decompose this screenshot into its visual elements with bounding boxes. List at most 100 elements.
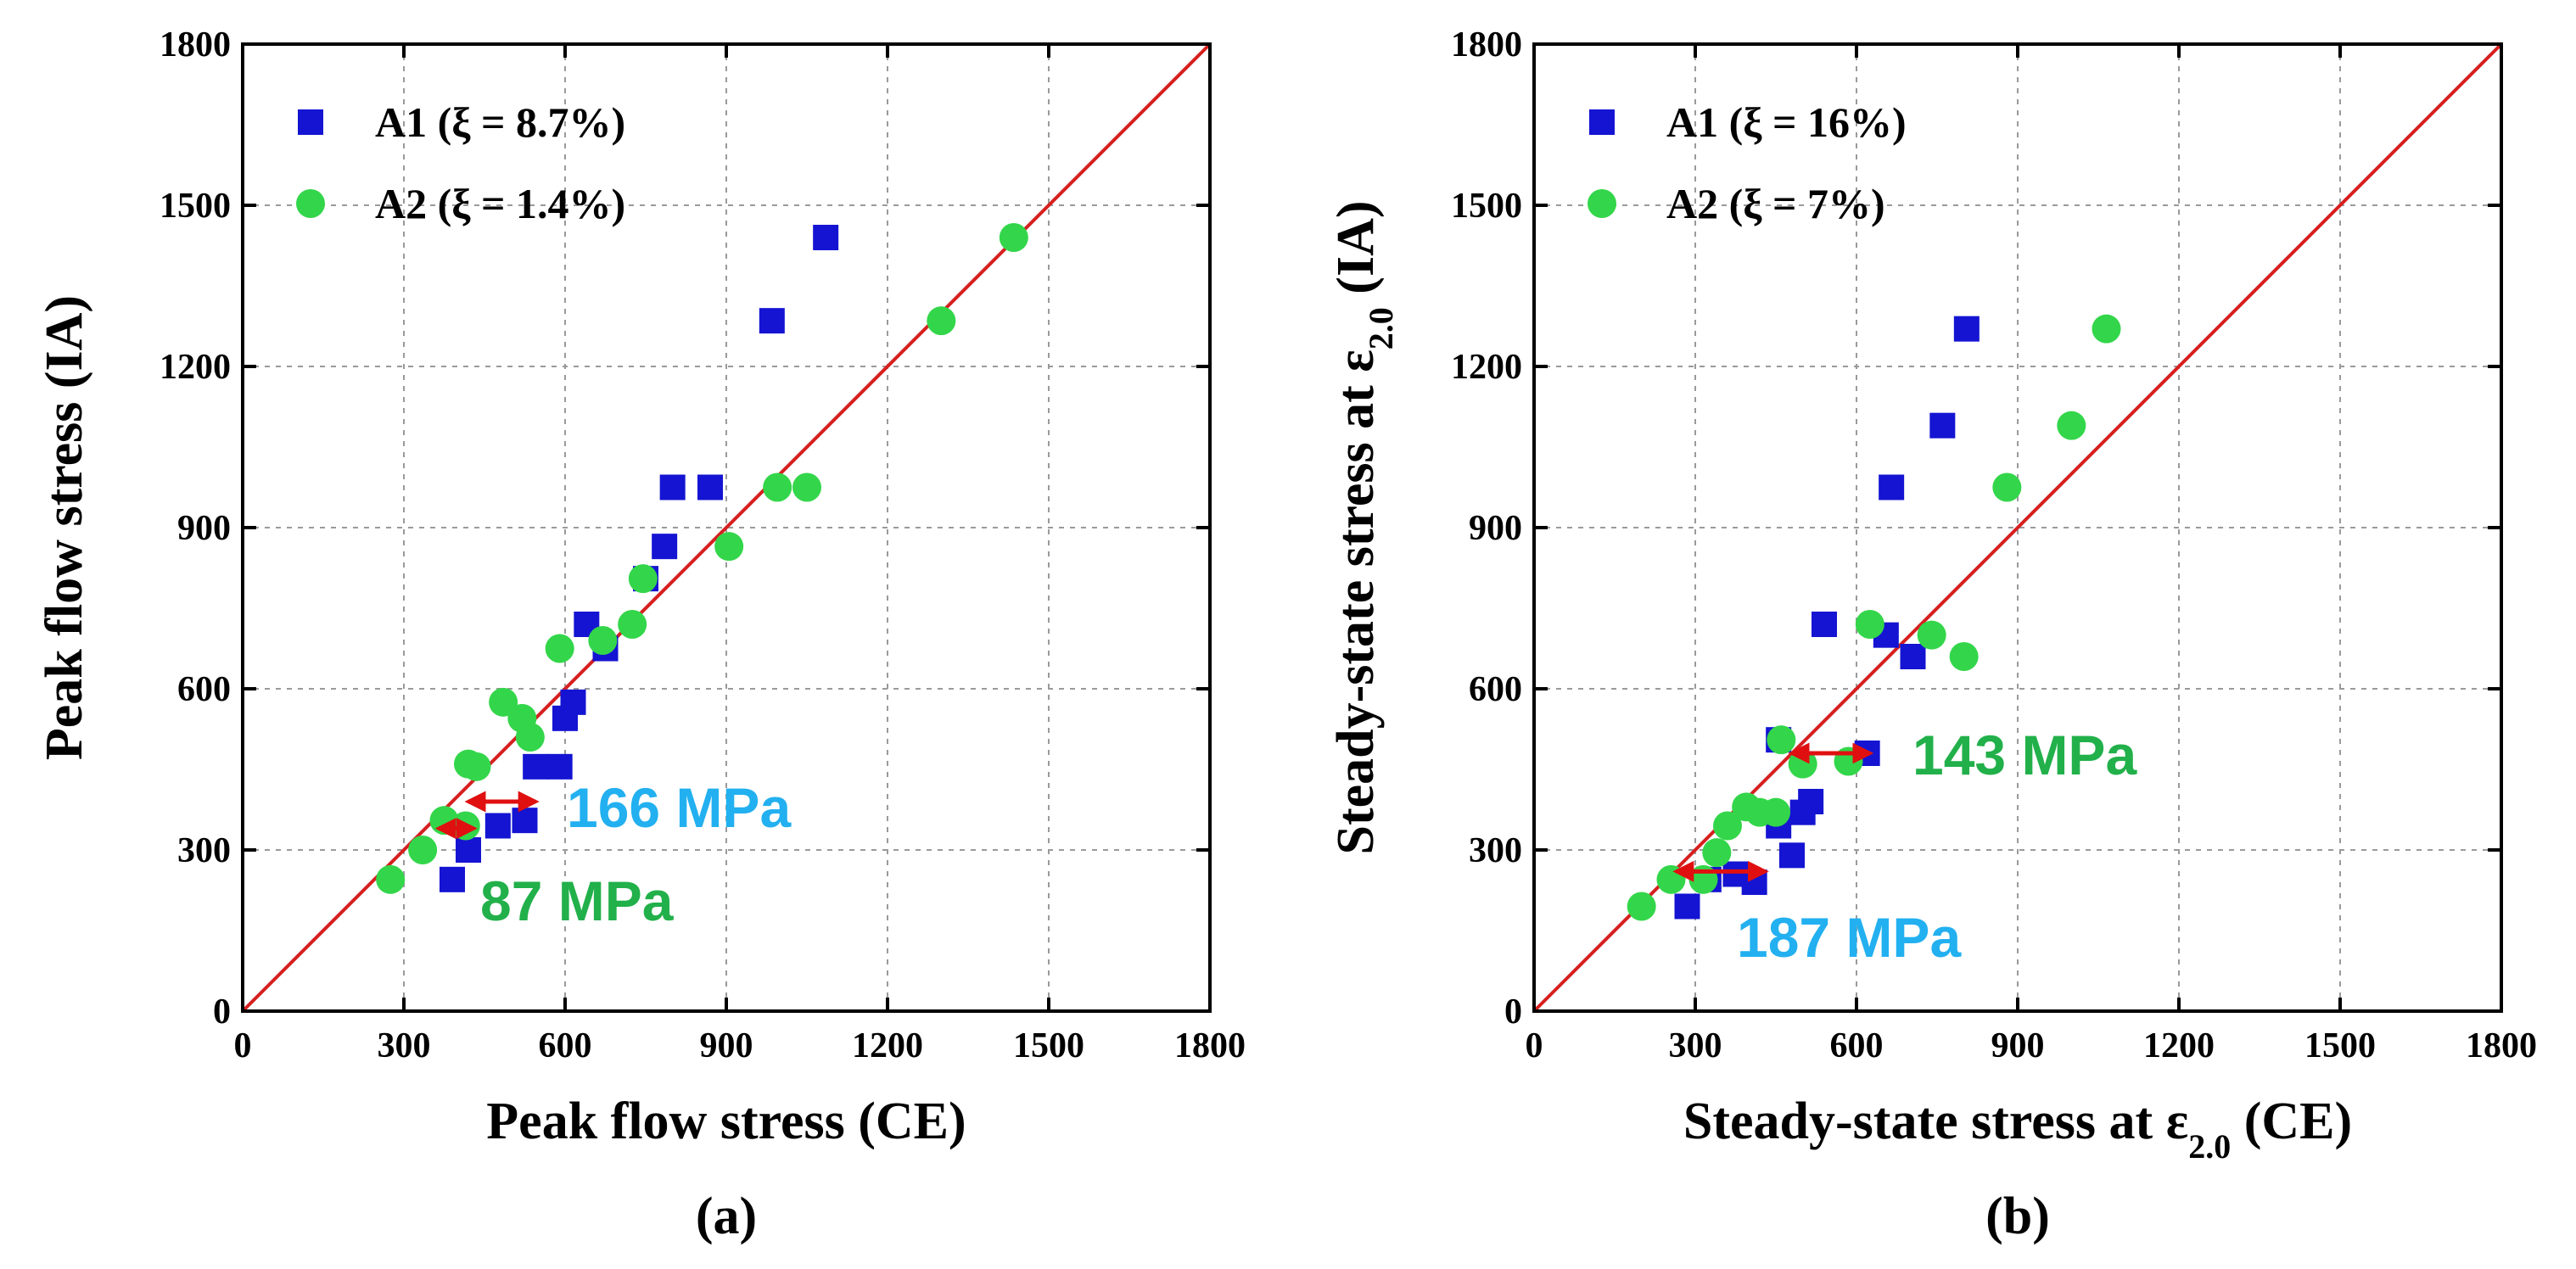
y-tick-label: 900 xyxy=(177,509,231,548)
y-tick-label: 300 xyxy=(1469,831,1522,870)
data-point-a2 xyxy=(515,723,545,752)
x-tick-label: 1200 xyxy=(2143,1026,2215,1065)
legend-label: A1 (ξ = 16%) xyxy=(1666,98,1907,146)
annotation-label: 166 MPa xyxy=(567,776,792,839)
y-tick-label: 300 xyxy=(177,831,231,870)
x-axis-label-b-main: Steady-state stress at ε xyxy=(1683,1093,2188,1150)
x-tick-label: 1500 xyxy=(1013,1026,1084,1065)
data-point-a2 xyxy=(408,836,438,864)
y-axis-label-b-tail: (IA) xyxy=(1327,201,1385,308)
y-axis-label-b: Steady-state stress at ε2.0 (IA) xyxy=(1327,201,1400,855)
x-tick-label: 600 xyxy=(1830,1026,1884,1065)
legend-marker xyxy=(296,189,325,218)
x-tick-label: 900 xyxy=(700,1026,753,1065)
annotation-label: 187 MPa xyxy=(1737,906,1962,969)
y-tick-label: 600 xyxy=(1469,670,1522,709)
y-tick-label: 1500 xyxy=(1451,187,1522,226)
legend-marker xyxy=(298,109,323,135)
x-tick-label: 0 xyxy=(1526,1026,1543,1065)
data-point-a1 xyxy=(456,837,481,863)
y-tick-label: 0 xyxy=(213,992,231,1031)
data-point-a2 xyxy=(376,864,406,894)
legend-label: A1 (ξ = 8.7%) xyxy=(375,98,625,146)
data-point-a2 xyxy=(462,752,491,781)
legend-marker xyxy=(1588,189,1616,218)
data-point-a2 xyxy=(792,472,821,502)
y-tick-label: 1800 xyxy=(160,25,231,64)
data-point-a2 xyxy=(999,223,1028,252)
data-point-a2 xyxy=(1761,797,1790,827)
data-point-a2 xyxy=(588,626,618,655)
caption-a: (a) xyxy=(696,1188,757,1245)
y-tick-label: 0 xyxy=(1504,992,1522,1031)
x-tick-label: 900 xyxy=(1991,1026,2045,1065)
axis-ticks-b: 0 300 600 900 1200 1500 1800 0 300 600 900 1200 1500… xyxy=(1451,25,2537,1065)
data-point-a2 xyxy=(1949,642,1979,671)
data-point-a2 xyxy=(545,634,574,663)
data-point-a2 xyxy=(618,610,647,639)
legend-b: A1 (ξ = 16%) A2 (ξ = 7%) xyxy=(1588,98,1907,227)
data-point-a2 xyxy=(1855,610,1884,639)
identity-line xyxy=(241,42,1212,1013)
data-point-a1 xyxy=(813,225,839,250)
data-point-a2 xyxy=(763,472,792,502)
y-tick-label: 1200 xyxy=(1451,348,1522,387)
data-point-a1 xyxy=(560,689,586,715)
y-tick-label: 900 xyxy=(1469,509,1522,548)
x-tick-label: 1500 xyxy=(2304,1026,2376,1065)
data-point-a1 xyxy=(484,813,511,839)
data-point-a2 xyxy=(1767,725,1796,755)
panel-a: 166 MPa 87 MPa 0 300 600 900 1200 1500 1800 0 300… xyxy=(36,25,1246,1245)
legend-label: A2 (ξ = 7%) xyxy=(1666,180,1885,227)
data-point-a2 xyxy=(927,306,956,336)
x-axis-label-b-tail: (CE) xyxy=(2231,1093,2352,1150)
data-point-a2 xyxy=(628,564,658,594)
x-tick-label: 1800 xyxy=(1174,1026,1246,1065)
legend-marker xyxy=(1589,109,1615,135)
data-point-a2 xyxy=(2057,411,2086,440)
annotations-b: 143 MPa 187 MPa xyxy=(1672,724,2137,969)
x-tick-label: 300 xyxy=(378,1026,431,1065)
y-axis-label-b-main: Steady-state stress at ε xyxy=(1327,349,1385,854)
data-point-a1 xyxy=(1929,412,1956,439)
panel-b: 143 MPa 187 MPa 0 300 600 900 1200 1500 1800 0 30… xyxy=(1327,25,2537,1245)
data-point-a2 xyxy=(1992,472,2022,502)
data-point-a2 xyxy=(451,811,480,841)
data-point-a1 xyxy=(523,753,549,780)
x-axis-label-a: Peak flow stress (CE) xyxy=(486,1093,966,1150)
identity-line-b xyxy=(1532,42,2503,1013)
data-point-a1 xyxy=(1953,316,1980,342)
annotations-a: 166 MPa 87 MPa xyxy=(434,776,792,932)
data-point-a1 xyxy=(546,753,573,780)
y-axis-label-a: Peak flow stress (IA) xyxy=(36,295,93,760)
y-tick-label: 1800 xyxy=(1451,25,1522,64)
y-tick-label: 1500 xyxy=(160,187,231,226)
y-tick-label: 600 xyxy=(177,670,231,709)
identity-line-a xyxy=(241,42,1212,1013)
y-tick-label: 1200 xyxy=(160,348,231,387)
data-point-a1 xyxy=(1879,474,1905,500)
caption-b: (b) xyxy=(1985,1188,2050,1245)
annotation-label: 143 MPa xyxy=(1912,724,2137,786)
data-point-a2 xyxy=(489,687,518,717)
data-point-a1 xyxy=(440,866,465,892)
x-tick-label: 1800 xyxy=(2466,1026,2537,1065)
data-point-a2 xyxy=(1702,838,1732,868)
x-axis-label-b-sub: 2.0 xyxy=(2188,1127,2231,1166)
data-point-a1 xyxy=(1674,893,1700,920)
data-point-a1 xyxy=(1779,842,1805,869)
data-point-a1 xyxy=(697,474,723,500)
legend-label: A2 (ξ = 1.4%) xyxy=(375,180,625,227)
data-point-a1 xyxy=(1900,644,1926,669)
data-point-a2 xyxy=(1627,892,1656,921)
data-point-a2 xyxy=(1917,620,1946,650)
identity-line xyxy=(1532,42,2503,1013)
data-point-a1 xyxy=(659,474,686,500)
series-b xyxy=(1627,314,2121,921)
data-point-a1 xyxy=(512,808,538,834)
data-point-a1 xyxy=(1812,612,1837,637)
x-tick-label: 0 xyxy=(234,1026,252,1065)
axis-ticks-a: 0 300 600 900 1200 1500 1800 0 300 600 900 1200 1500… xyxy=(160,25,1246,1065)
annotation-label: 87 MPa xyxy=(480,869,675,932)
